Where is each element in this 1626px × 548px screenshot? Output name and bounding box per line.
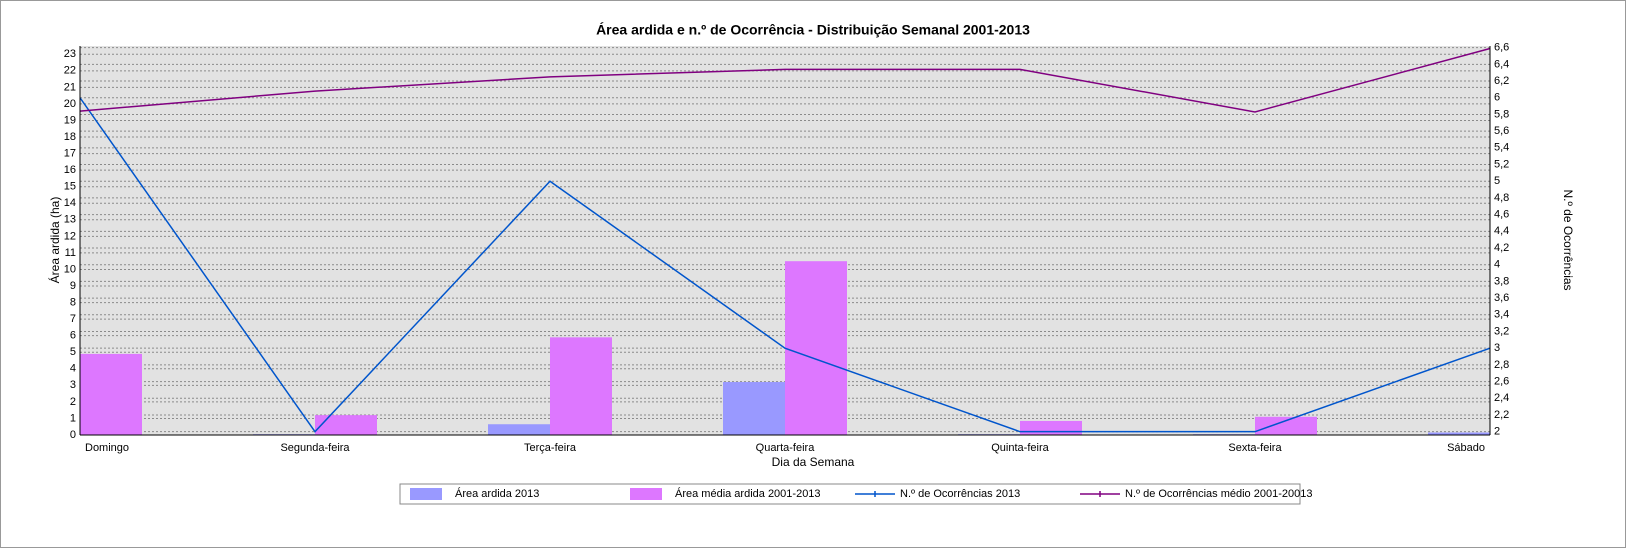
y-tick-label: 11 bbox=[65, 247, 76, 259]
bar bbox=[488, 424, 550, 435]
y2-tick-label: 3,2 bbox=[1494, 325, 1509, 337]
y-tick-label: 2 bbox=[70, 396, 76, 408]
line bbox=[79, 47, 1491, 113]
y-tick-label: 23 bbox=[64, 48, 76, 60]
y2-tick-label: 5,6 bbox=[1494, 125, 1509, 137]
y-axis-label: Área ardida (ha) bbox=[47, 197, 62, 284]
x-tick-label: Domingo bbox=[85, 442, 129, 454]
x-tick-label: Quarta-feira bbox=[756, 442, 816, 454]
bar bbox=[315, 415, 377, 435]
x-tick-label: Segunda-feira bbox=[280, 442, 350, 454]
y-tick-label: 22 bbox=[64, 65, 76, 77]
y-tick-label: 7 bbox=[70, 313, 76, 325]
y2-axis-label: N.º de Ocorrências bbox=[1561, 189, 1575, 290]
y2-tick-label: 4,8 bbox=[1494, 192, 1509, 204]
y-tick-label: 12 bbox=[64, 230, 76, 242]
y-tick-label: 18 bbox=[64, 131, 76, 143]
x-tick-label: Terça-feira bbox=[524, 442, 577, 454]
x-tick-label: Sexta-feira bbox=[1228, 442, 1282, 454]
y-tick-label: 8 bbox=[70, 296, 76, 308]
y-tick-label: 14 bbox=[64, 197, 76, 209]
y-tick-label: 6 bbox=[70, 330, 76, 342]
y-tick-label: 17 bbox=[64, 148, 76, 160]
bar bbox=[785, 261, 847, 435]
y2-tick-label: 2,6 bbox=[1494, 375, 1509, 387]
bar bbox=[80, 353, 142, 435]
bar bbox=[1428, 432, 1490, 435]
x-tick-label: Quinta-feira bbox=[991, 442, 1049, 454]
legend-swatch bbox=[630, 488, 662, 500]
y-tick-label: 16 bbox=[64, 164, 76, 176]
bar bbox=[1255, 416, 1317, 435]
y-tick-label: 13 bbox=[64, 214, 76, 226]
y2-tick-label: 2,4 bbox=[1494, 392, 1509, 404]
legend bbox=[399, 483, 1301, 505]
y2-tick-label: 5,4 bbox=[1494, 142, 1509, 154]
chart-title: Área ardida e n.º de Ocorrência - Distri… bbox=[596, 22, 1030, 38]
x-axis-label: Dia da Semana bbox=[772, 455, 855, 469]
y2-tick-label: 3,6 bbox=[1494, 292, 1509, 304]
y-tick-label: 9 bbox=[70, 280, 76, 292]
legend-swatch bbox=[410, 488, 442, 500]
y-tick-label: 5 bbox=[70, 346, 76, 358]
y2-tick-label: 5 bbox=[1494, 175, 1500, 187]
legend-label: N.º de Ocorrências 2013 bbox=[900, 488, 1020, 500]
y2-tick-label: 3,8 bbox=[1494, 275, 1509, 287]
y-tick-label: 0 bbox=[70, 429, 76, 441]
y2-tick-label: 3 bbox=[1494, 342, 1500, 354]
y2-tick-label: 6 bbox=[1494, 92, 1500, 104]
y2-tick-label: 6,4 bbox=[1494, 58, 1509, 70]
y2-tick-label: 5,2 bbox=[1494, 158, 1509, 170]
legend-label: Área média ardida 2001-2013 bbox=[675, 487, 821, 500]
x-tick-label: Sábado bbox=[1447, 442, 1485, 454]
y2-tick-label: 4,2 bbox=[1494, 242, 1509, 254]
y-tick-label: 3 bbox=[70, 379, 76, 391]
y2-tick-label: 4,4 bbox=[1494, 225, 1509, 237]
legend-label: Área ardida 2013 bbox=[455, 487, 539, 500]
y-tick-label: 1 bbox=[70, 412, 76, 424]
y2-tick-label: 6,6 bbox=[1494, 42, 1509, 54]
y-tick-label: 21 bbox=[64, 81, 76, 93]
y2-tick-label: 2 bbox=[1494, 426, 1500, 438]
y2-tick-label: 5,8 bbox=[1494, 108, 1509, 120]
y-tick-label: 20 bbox=[64, 98, 76, 110]
bar bbox=[550, 337, 612, 435]
y-tick-label: 10 bbox=[64, 263, 76, 275]
y2-tick-label: 4 bbox=[1494, 259, 1500, 271]
bar bbox=[723, 382, 785, 435]
y2-tick-label: 4,6 bbox=[1494, 209, 1509, 221]
y2-tick-label: 2,8 bbox=[1494, 359, 1509, 371]
y2-tick-label: 2,2 bbox=[1494, 409, 1509, 421]
y-tick-label: 15 bbox=[64, 181, 76, 193]
y2-tick-label: 6,2 bbox=[1494, 75, 1509, 87]
bar bbox=[1020, 420, 1082, 435]
y-tick-label: 19 bbox=[64, 114, 76, 126]
y2-tick-label: 3,4 bbox=[1494, 309, 1509, 321]
y-tick-label: 4 bbox=[70, 363, 76, 375]
line bbox=[79, 97, 1491, 433]
legend-label: N.º de Ocorrências médio 2001-20013 bbox=[1125, 488, 1312, 500]
